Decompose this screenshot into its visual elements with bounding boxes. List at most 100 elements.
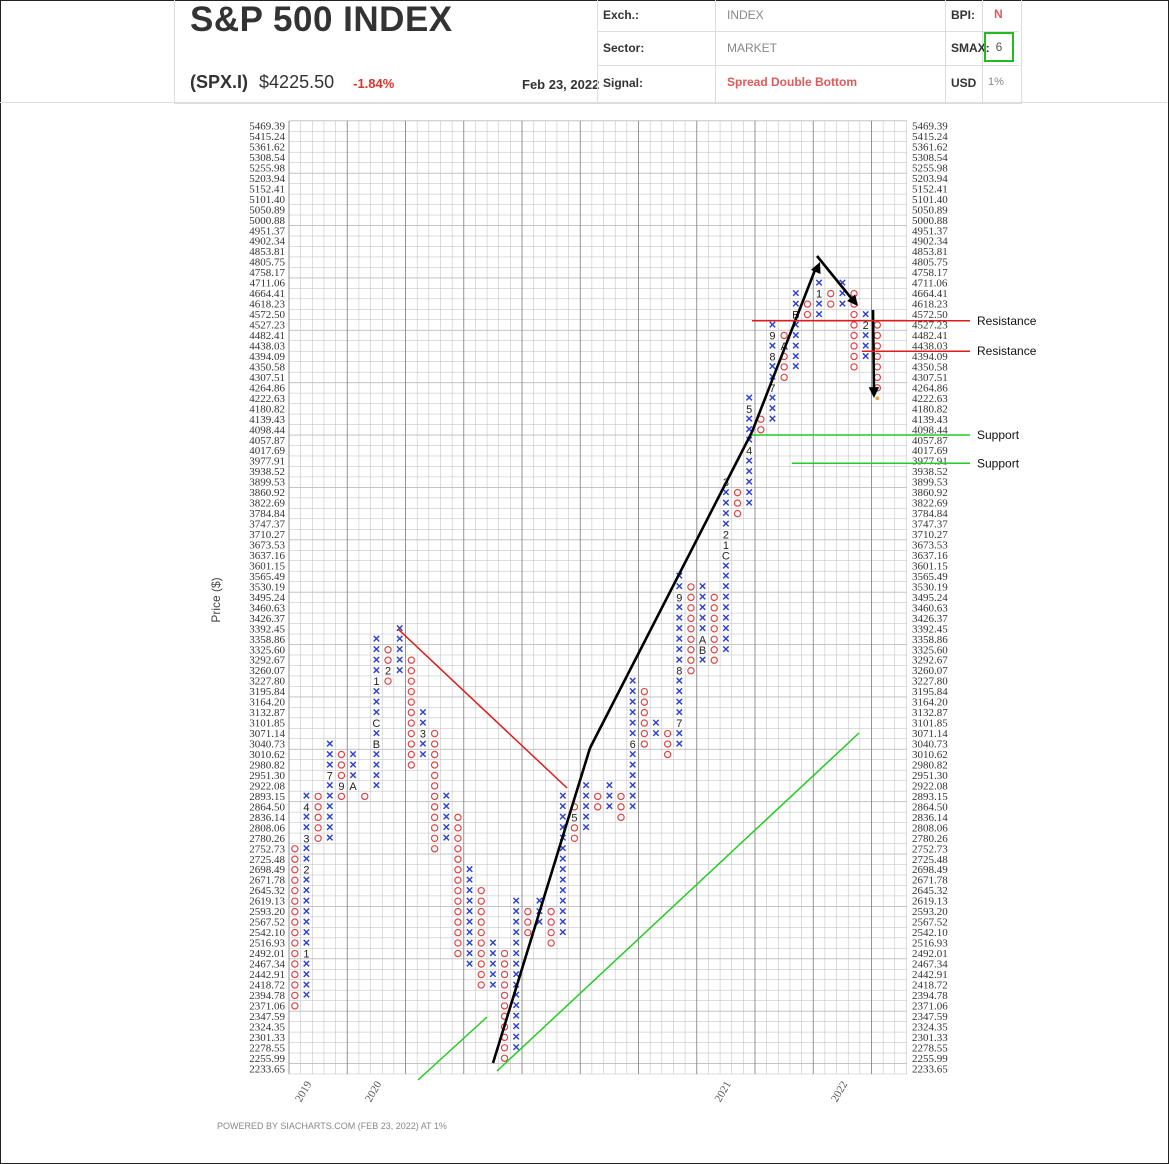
x-mark: × bbox=[675, 683, 683, 698]
o-mark bbox=[687, 667, 695, 675]
x-mark: × bbox=[512, 1040, 520, 1055]
x-mark: × bbox=[442, 830, 450, 845]
x-mark: × bbox=[559, 809, 567, 824]
x-mark: × bbox=[722, 600, 730, 615]
header-panel bbox=[174, 0, 1022, 104]
o-mark bbox=[687, 656, 695, 664]
downtrend-arrowhead bbox=[847, 294, 858, 306]
x-mark: × bbox=[745, 390, 753, 405]
y-tick-label-right: 2255.99 bbox=[912, 1053, 948, 1065]
y-tick-label-left: 4572.50 bbox=[249, 309, 285, 321]
y-tick-label-right: 3938.52 bbox=[912, 466, 948, 478]
y-tick-label-right: 4572.50 bbox=[912, 309, 948, 321]
x-mark: × bbox=[419, 746, 427, 761]
x-mark: × bbox=[326, 757, 334, 772]
y-tick-label-right: 4438.03 bbox=[912, 340, 948, 352]
y-tick-label-left: 4711.06 bbox=[250, 278, 286, 290]
x-mark: × bbox=[792, 285, 800, 300]
y-tick-label-right: 3358.86 bbox=[912, 634, 948, 646]
o-mark bbox=[780, 363, 788, 371]
month-label: 9 bbox=[769, 331, 775, 343]
o-mark bbox=[640, 698, 649, 706]
o-mark bbox=[291, 939, 299, 947]
x-mark: × bbox=[722, 568, 730, 583]
x-mark: × bbox=[675, 673, 683, 688]
month-label: 2 bbox=[385, 666, 391, 678]
uptrend-line bbox=[588, 431, 754, 749]
x-mark: × bbox=[512, 998, 520, 1013]
x-mark: × bbox=[559, 841, 567, 856]
y-tick-label-right: 3071.14 bbox=[912, 728, 948, 740]
y-tick-label-right: 5203.94 bbox=[912, 173, 948, 185]
month-label: 2 bbox=[303, 865, 309, 877]
x-mark: × bbox=[675, 704, 683, 719]
y-tick-label-left: 2567.52 bbox=[249, 917, 285, 929]
o-mark bbox=[454, 845, 462, 853]
y-tick-label-left: 5361.62 bbox=[249, 141, 285, 153]
x-year-label: 2021 bbox=[712, 1079, 733, 1104]
x-mark: × bbox=[512, 1019, 520, 1034]
downtrend-line bbox=[397, 628, 568, 789]
x-mark: × bbox=[512, 966, 520, 981]
y-tick-label-right: 3195.84 bbox=[912, 686, 948, 698]
o-mark bbox=[361, 792, 369, 801]
o-mark bbox=[850, 342, 858, 350]
y-tick-label-right: 3637.16 bbox=[912, 550, 948, 562]
x-mark: × bbox=[675, 600, 683, 615]
support-trendline-long bbox=[496, 732, 860, 1072]
x-mark: × bbox=[512, 903, 520, 918]
month-label: 1 bbox=[303, 949, 309, 961]
x-mark: × bbox=[675, 694, 683, 709]
x-mark: × bbox=[512, 956, 520, 971]
o-mark bbox=[617, 792, 625, 801]
y-tick-label-left: 2347.59 bbox=[249, 1011, 285, 1023]
o-mark bbox=[477, 907, 485, 916]
o-mark bbox=[524, 928, 532, 937]
o-mark bbox=[407, 708, 416, 717]
x-mark: × bbox=[536, 914, 544, 929]
x-mark: × bbox=[326, 788, 334, 803]
x-mark: × bbox=[629, 673, 637, 688]
x-mark: × bbox=[303, 872, 311, 887]
uptrend-line bbox=[491, 747, 592, 1064]
y-tick-label-right: 5415.24 bbox=[912, 131, 948, 143]
y-tick-label-left: 3227.80 bbox=[249, 676, 285, 688]
x-mark: × bbox=[373, 778, 381, 793]
o-mark bbox=[291, 991, 299, 1000]
x-mark: × bbox=[815, 306, 823, 321]
bpi-value: N bbox=[994, 7, 1003, 21]
y-tick-label-left: 3195.84 bbox=[249, 686, 285, 698]
o-mark bbox=[291, 886, 299, 895]
o-mark bbox=[500, 949, 509, 958]
o-mark bbox=[454, 928, 462, 937]
y-tick-label-left: 3899.53 bbox=[249, 477, 285, 489]
month-label: C bbox=[372, 718, 380, 730]
y-tick-label-right: 2467.34 bbox=[912, 959, 948, 971]
x-mark: × bbox=[442, 799, 450, 814]
x-mark: × bbox=[326, 809, 334, 824]
o-mark bbox=[454, 886, 462, 895]
o-mark bbox=[827, 300, 835, 308]
o-mark bbox=[407, 698, 416, 706]
x-mark: × bbox=[512, 987, 520, 1002]
o-mark bbox=[430, 845, 439, 853]
x-mark: × bbox=[373, 642, 381, 657]
o-mark bbox=[710, 635, 718, 643]
x-mark: × bbox=[722, 505, 730, 520]
x-mark: × bbox=[303, 893, 311, 908]
x-mark: × bbox=[629, 746, 637, 761]
o-mark bbox=[547, 928, 555, 937]
x-mark: × bbox=[303, 966, 311, 981]
x-year-label: 2019 bbox=[293, 1079, 315, 1104]
y-tick-label-left: 3358.86 bbox=[249, 634, 285, 646]
y-tick-label-left: 3325.60 bbox=[249, 644, 285, 656]
o-mark bbox=[337, 750, 346, 759]
exch-label: Exch.: bbox=[603, 8, 640, 22]
o-mark bbox=[291, 855, 299, 863]
y-tick-label-left: 3710.27 bbox=[249, 529, 285, 541]
x-mark: × bbox=[769, 359, 777, 374]
y-tick-label-right: 2516.93 bbox=[912, 938, 948, 950]
x-mark: × bbox=[675, 736, 683, 751]
x-mark: × bbox=[373, 725, 381, 740]
o-mark bbox=[337, 761, 346, 769]
